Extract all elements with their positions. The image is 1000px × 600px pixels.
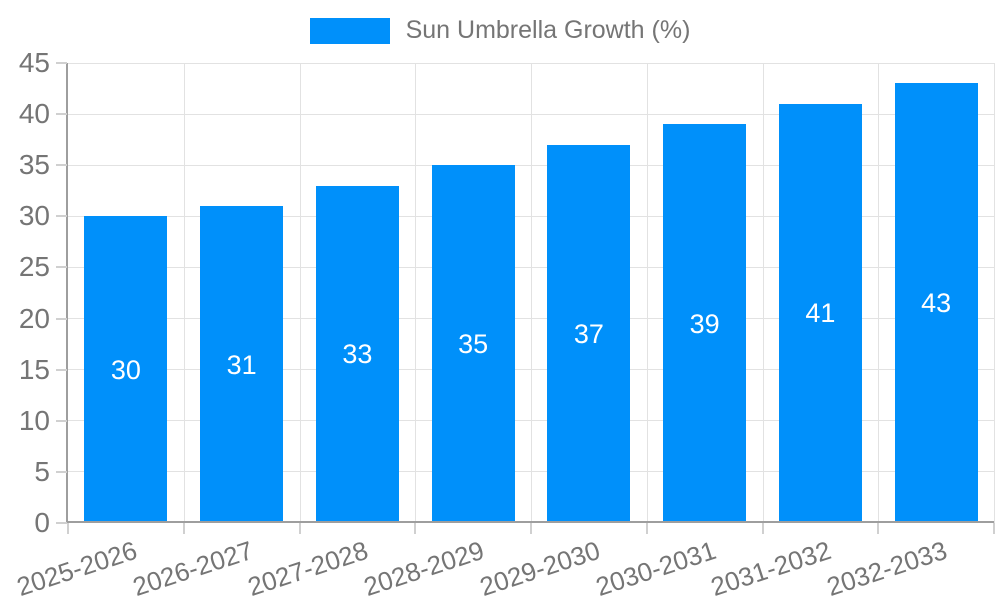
x-axis-tick [877,523,880,534]
bar-value-label: 39 [689,308,720,339]
y-tick-label: 5 [34,455,50,487]
bar-value-label: 37 [573,318,604,349]
bar-value-label: 33 [342,339,373,370]
y-tick-label: 15 [18,353,50,385]
y-tick-label: 20 [18,302,50,334]
bar [663,124,747,521]
bar-value-label: 31 [226,349,257,380]
legend-label: Sun Umbrella Growth (%) [405,16,691,44]
y-tick-label: 35 [18,149,50,181]
x-axis-tick [414,523,417,534]
y-axis-tick [56,215,67,218]
y-axis-tick [56,522,67,524]
y-axis-tick [56,470,67,473]
y-axis-tick [56,62,67,64]
y-axis-line [66,63,68,523]
x-axis-tick [298,523,301,534]
v-gridline [878,63,880,523]
y-tick-label: 30 [18,200,50,232]
y-tick-label: 40 [18,98,50,130]
y-tick-label: 45 [18,47,50,78]
bar [894,83,978,521]
bar [547,144,631,521]
y-axis-tick [56,368,67,371]
bar [431,165,515,521]
v-gridline [646,63,648,523]
bar [315,185,399,521]
bar-value-label: 43 [921,288,952,319]
x-axis-tick [993,523,995,534]
x-axis-tick [67,523,69,534]
bar-value-label: 41 [805,298,836,329]
chart-legend[interactable]: Sun Umbrella Growth (%) [0,16,1000,45]
y-axis-tick [56,419,67,422]
v-gridline [299,63,301,523]
bar [200,206,284,521]
v-gridline [994,63,995,523]
x-axis-tick [182,523,185,534]
y-axis-tick [56,113,67,116]
legend-color-swatch [309,17,390,44]
y-axis-tick [56,317,67,320]
bar [778,103,862,521]
y-tick-label: 10 [18,404,50,436]
v-gridline [183,63,185,523]
x-axis-tick [645,523,648,534]
y-axis-tick [56,266,67,269]
v-gridline [415,63,417,523]
bar-value-label: 35 [458,329,489,360]
bar [84,216,168,521]
y-tick-label: 0 [34,507,50,538]
x-axis-line [66,521,994,523]
v-gridline [531,63,532,523]
v-gridline [762,63,764,523]
y-tick-label: 25 [18,251,50,283]
y-axis-tick [56,164,67,167]
bar-value-label: 30 [110,354,141,385]
x-axis-tick [761,523,764,534]
x-axis-tick [530,523,532,534]
